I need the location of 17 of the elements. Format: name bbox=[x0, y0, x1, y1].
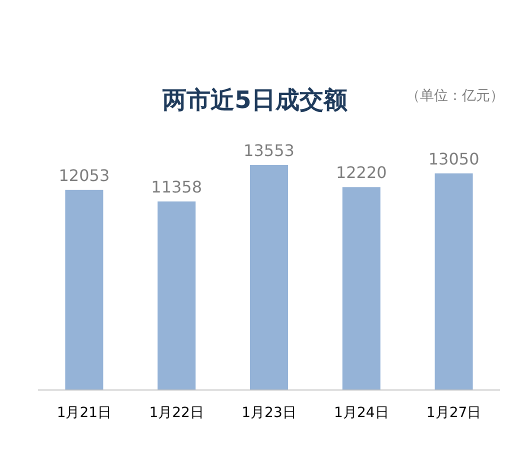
chart-title: 两市近5日成交额 bbox=[162, 86, 348, 114]
x-tick-label: 1月22日 bbox=[149, 405, 204, 421]
bar bbox=[250, 165, 288, 390]
x-tick-label: 1月21日 bbox=[56, 405, 112, 421]
bar bbox=[342, 187, 380, 390]
data-label: 12220 bbox=[336, 163, 387, 182]
x-tick-label: 1月23日 bbox=[242, 405, 296, 421]
data-label: 13553 bbox=[244, 141, 294, 160]
text: （单位：亿元） bbox=[406, 88, 504, 104]
bar bbox=[65, 190, 104, 390]
data-label: 13050 bbox=[428, 149, 480, 168]
bar bbox=[158, 201, 196, 390]
x-tick-label: 1月27日 bbox=[426, 405, 482, 421]
data-label: 11358 bbox=[151, 177, 202, 196]
data-label: 12053 bbox=[58, 166, 110, 185]
x-tick-label: 1月24日 bbox=[334, 405, 389, 421]
bar bbox=[434, 173, 473, 390]
